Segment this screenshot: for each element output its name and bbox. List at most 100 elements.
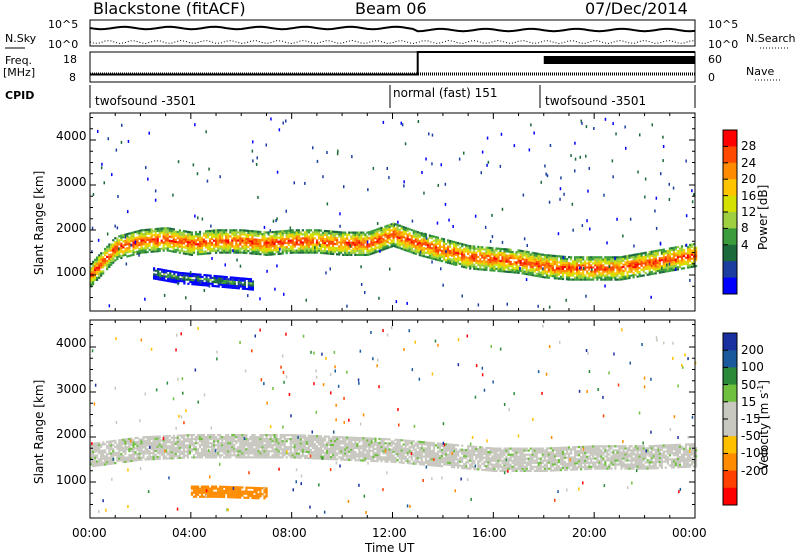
heatmap-cell	[433, 244, 435, 246]
heatmap-cell	[187, 450, 189, 452]
heatmap-cell	[259, 233, 261, 235]
heatmap-cell	[346, 451, 348, 453]
heatmap-cell	[181, 250, 183, 252]
heatmap-cell	[461, 251, 463, 253]
heatmap-cell	[340, 252, 342, 254]
heatmap-cell	[134, 251, 136, 253]
heatmap-cell	[302, 451, 304, 453]
heatmap-cell	[169, 270, 171, 272]
heatmap-cell	[437, 255, 439, 257]
heatmap-cell	[681, 253, 683, 255]
heatmap-cell	[266, 438, 268, 440]
heatmap-cell	[417, 239, 419, 241]
heatmap-cell	[244, 278, 246, 280]
heatmap-cell	[366, 250, 368, 252]
heatmap-cell	[237, 456, 239, 458]
heatmap-cell	[681, 264, 683, 266]
heatmap-cell	[108, 256, 110, 258]
heatmap-cell	[425, 244, 427, 246]
heatmap-cell	[512, 251, 514, 253]
heatmap-cell	[118, 235, 120, 237]
heatmap-cell	[546, 256, 548, 258]
heatmap-cell	[189, 247, 191, 249]
heatmap-cell	[292, 440, 294, 442]
heatmap-cell	[181, 447, 183, 449]
heatmap-cell	[340, 246, 342, 248]
heatmap-cell	[304, 437, 306, 439]
heatmap-cell	[594, 256, 596, 258]
heatmap-cell	[263, 247, 265, 249]
heatmap-cell	[163, 443, 165, 445]
heatmap-cell	[491, 249, 493, 251]
heatmap-cell	[360, 254, 362, 256]
heatmap-cell	[100, 272, 102, 274]
heatmap-cell	[280, 444, 282, 446]
heatmap-cell	[126, 235, 128, 237]
heatmap-cell	[395, 235, 397, 237]
heatmap-cell	[114, 452, 116, 454]
heatmap-cell	[318, 250, 320, 252]
heatmap-cell	[570, 279, 572, 281]
heatmap-cell	[687, 258, 689, 260]
heatmap-cell	[340, 250, 342, 252]
heatmap-cell	[657, 270, 659, 272]
heatmap-cell	[128, 251, 130, 253]
heatmap-cell	[546, 258, 548, 260]
heatmap-cell	[268, 231, 270, 233]
heatmap-cell	[499, 270, 501, 272]
heatmap-cell	[102, 443, 104, 445]
heatmap-scatter	[306, 299, 308, 302]
heatmap-scatter	[195, 279, 197, 282]
heatmap-cell	[151, 251, 153, 253]
heatmap-cell	[179, 447, 181, 449]
heatmap-cell	[272, 448, 274, 450]
heatmap-cell	[449, 252, 451, 254]
heatmap-cell	[308, 453, 310, 455]
heatmap-cell	[219, 450, 221, 452]
heatmap-cell	[675, 254, 677, 256]
heatmap-cell	[230, 284, 232, 286]
heatmap-cell	[411, 235, 413, 237]
heatmap-cell	[526, 257, 528, 259]
heatmap-cell	[100, 262, 102, 264]
heatmap-cell	[203, 274, 205, 276]
heatmap-cell	[397, 240, 399, 242]
heatmap-cell	[641, 253, 643, 255]
heatmap-cell	[250, 278, 252, 280]
heatmap-cell	[528, 255, 530, 257]
heatmap-cell	[328, 452, 330, 454]
heatmap-cell	[358, 236, 360, 238]
heatmap-cell	[497, 266, 499, 268]
heatmap-cell	[526, 255, 528, 257]
heatmap-cell	[461, 261, 463, 263]
heatmap-cell	[130, 454, 132, 456]
heatmap-cell	[104, 463, 106, 465]
heatmap-cell	[326, 442, 328, 444]
heatmap-cell	[687, 254, 689, 256]
heatmap-cell	[241, 446, 243, 448]
heatmap-cell	[157, 450, 159, 452]
heatmap-cell	[626, 265, 628, 267]
heatmap-cell	[493, 249, 495, 251]
heatmap-cell	[244, 284, 246, 286]
heatmap-scatter	[207, 180, 209, 183]
heatmap-cell	[536, 257, 538, 259]
heatmap-cell	[234, 283, 236, 285]
heatmap-cell	[457, 256, 459, 258]
heatmap-cell	[310, 237, 312, 239]
heatmap-cell	[332, 243, 334, 245]
heatmap-cell	[600, 260, 602, 262]
heatmap-scatter	[431, 261, 433, 264]
heatmap-cell	[224, 280, 226, 282]
heatmap-cell	[225, 235, 227, 237]
heatmap-cell	[336, 249, 338, 251]
heatmap-cell	[624, 278, 626, 280]
heatmap-cell	[626, 255, 628, 257]
heatmap-cell	[393, 239, 395, 241]
heatmap-cell	[231, 434, 233, 436]
heatmap-cell	[189, 245, 191, 247]
heatmap-cell	[132, 231, 134, 233]
heatmap-cell	[213, 246, 215, 248]
heatmap-cell	[326, 446, 328, 448]
heatmap-cell	[376, 232, 378, 234]
